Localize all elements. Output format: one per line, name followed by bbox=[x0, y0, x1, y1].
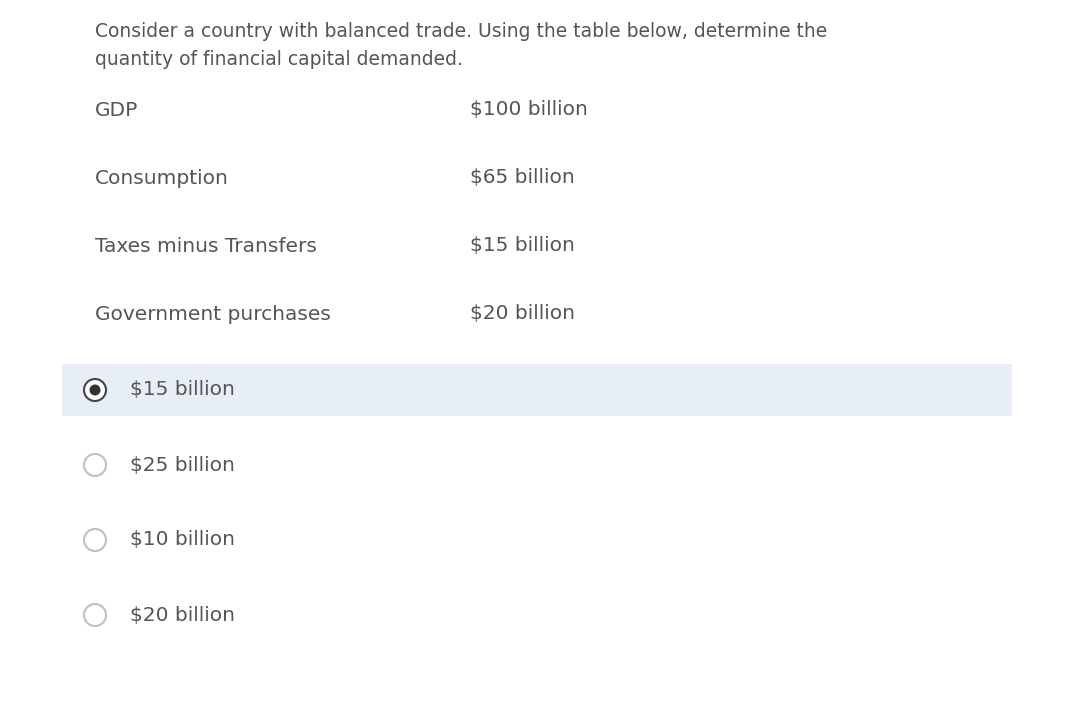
Text: GDP: GDP bbox=[95, 101, 138, 120]
Text: $15 billion: $15 billion bbox=[130, 380, 235, 400]
Text: Taxes minus Transfers: Taxes minus Transfers bbox=[95, 236, 317, 256]
Text: Consumption: Consumption bbox=[95, 168, 229, 187]
Text: $20 billion: $20 billion bbox=[130, 606, 235, 624]
Circle shape bbox=[84, 379, 106, 401]
Text: $10 billion: $10 billion bbox=[130, 531, 235, 549]
Circle shape bbox=[89, 384, 101, 395]
Circle shape bbox=[84, 529, 106, 551]
Text: $25 billion: $25 billion bbox=[130, 456, 235, 474]
Circle shape bbox=[84, 604, 106, 626]
Text: $65 billion: $65 billion bbox=[470, 168, 575, 187]
Text: $15 billion: $15 billion bbox=[470, 236, 575, 256]
Text: Consider a country with balanced trade. Using the table below, determine the: Consider a country with balanced trade. … bbox=[95, 22, 828, 41]
Text: $20 billion: $20 billion bbox=[470, 305, 575, 323]
Text: Government purchases: Government purchases bbox=[95, 305, 331, 323]
Circle shape bbox=[84, 454, 106, 476]
Bar bbox=[62, 364, 1012, 416]
Text: $100 billion: $100 billion bbox=[470, 101, 587, 120]
Text: quantity of financial capital demanded.: quantity of financial capital demanded. bbox=[95, 50, 463, 69]
